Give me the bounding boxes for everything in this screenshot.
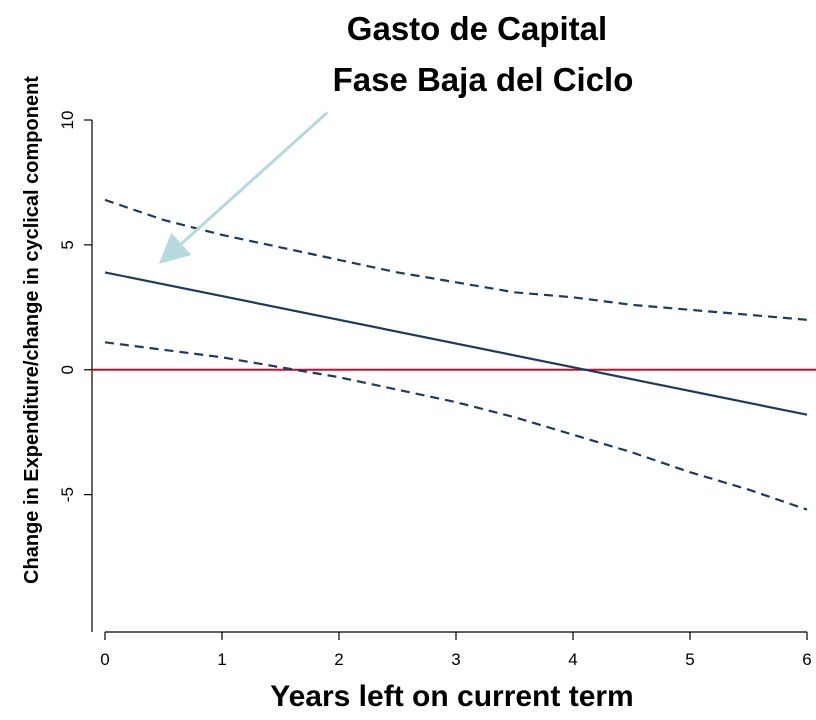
- chart-title-line-1: Gasto de Capital: [347, 10, 607, 47]
- estimate-line: [104, 271, 808, 416]
- confidence-band-line: [104, 198, 808, 321]
- y-tick-label: 0: [58, 365, 77, 374]
- x-tick-label: 2: [334, 650, 343, 669]
- x-tick-label: 0: [100, 650, 109, 669]
- x-axis-label: Years left on current term: [270, 680, 633, 713]
- x-ticks: 0 1 2 3 4 5 6: [100, 632, 812, 669]
- series-layer: [104, 198, 808, 511]
- x-tick-label: 3: [451, 650, 460, 669]
- y-ticks: -5 0 5 10: [58, 111, 92, 502]
- y-tick-label: -5: [58, 487, 77, 502]
- x-tick-label: 6: [802, 650, 811, 669]
- x-tick-label: 4: [568, 650, 577, 669]
- x-tick-label: 5: [685, 650, 694, 669]
- x-tick-label: 1: [217, 650, 226, 669]
- confidence-band-line: [104, 341, 808, 511]
- annotation-arrow: [159, 111, 329, 264]
- y-axis-label: Change in Expenditure/change in cyclical…: [21, 76, 43, 584]
- chart-title-line-2: Fase Baja del Ciclo: [333, 61, 634, 98]
- y-tick-label: 10: [58, 111, 77, 130]
- y-tick-label: 5: [58, 240, 77, 249]
